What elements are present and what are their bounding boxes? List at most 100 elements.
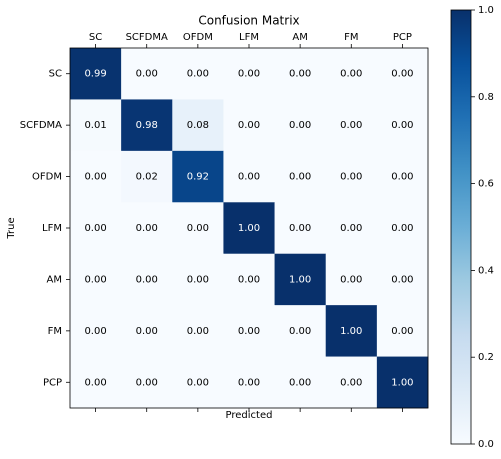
cell-label: 0.00	[136, 223, 158, 234]
colorbar	[450, 9, 472, 445]
cell	[274, 356, 327, 409]
x-tick-label: LFM	[239, 32, 259, 43]
y-tick-label: SC	[49, 69, 62, 80]
cell	[325, 253, 378, 306]
cell	[70, 202, 122, 255]
cell-label: 0.00	[187, 377, 209, 388]
cell-label: 1.00	[391, 377, 413, 388]
cell-label: 0.00	[187, 326, 209, 337]
cell	[172, 253, 224, 306]
cell-label: 0.08	[187, 120, 209, 131]
cell	[172, 99, 224, 152]
cell-label: 0.00	[391, 223, 413, 234]
cell-label: 0.00	[340, 120, 362, 131]
cell-label: 0.00	[238, 172, 260, 183]
cell-label: 0.00	[289, 223, 311, 234]
cell-label: 0.00	[187, 223, 209, 234]
colorbar-tick-label: 0.0	[478, 439, 494, 450]
y-tick-label: OFDM	[32, 172, 62, 183]
cell	[376, 253, 429, 306]
cell	[376, 99, 429, 152]
cell	[70, 150, 122, 203]
cell	[121, 48, 173, 100]
cell-label: 0.00	[238, 120, 260, 131]
cell-label: 0.00	[187, 274, 209, 285]
x-tick-label: SCFDMA	[126, 32, 168, 43]
cell	[172, 202, 224, 255]
cell	[376, 202, 429, 255]
cell	[376, 356, 429, 409]
cell	[121, 305, 173, 357]
cell-label: 0.00	[84, 377, 106, 388]
cell	[223, 253, 275, 306]
cell-label: 0.00	[289, 120, 311, 131]
cell-label: 0.00	[340, 223, 362, 234]
cell-label: 0.98	[136, 120, 158, 131]
cell	[223, 356, 275, 409]
cell	[172, 150, 224, 203]
y-tick-label: PCP	[43, 377, 62, 388]
x-tick-label: FM	[344, 32, 358, 43]
y-tick-label: FM	[48, 326, 62, 337]
cell-label: 0.00	[340, 377, 362, 388]
cell-label: 0.00	[340, 69, 362, 80]
cell-label: 0.00	[340, 274, 362, 285]
cell-label: 0.00	[391, 120, 413, 131]
cell	[121, 99, 173, 152]
cell-label: 0.00	[391, 274, 413, 285]
cell-label: 0.00	[340, 172, 362, 183]
cell-label: 0.92	[187, 172, 209, 183]
cell	[223, 48, 275, 100]
y-tick-label: AM	[47, 274, 62, 285]
cell	[121, 150, 173, 203]
cell	[376, 305, 429, 357]
cell	[325, 202, 378, 255]
cell-label: 1.00	[238, 223, 260, 234]
colorbar-tick-label: 0.4	[478, 265, 494, 276]
colorbar-tick-label: 0.8	[478, 92, 494, 103]
cell	[121, 253, 173, 306]
cell	[70, 99, 122, 152]
cell	[172, 356, 224, 409]
y-tick-label: SCFDMA	[20, 120, 62, 131]
cell-label: 0.00	[289, 326, 311, 337]
cell-label: 0.99	[84, 69, 106, 80]
cell-label: 0.00	[391, 172, 413, 183]
cell	[274, 305, 327, 357]
y-axis-label: True	[6, 217, 17, 239]
cell	[121, 202, 173, 255]
cell	[274, 48, 327, 100]
cell-label: 0.00	[136, 274, 158, 285]
cell	[325, 356, 378, 409]
x-tick-label: SC	[89, 32, 102, 43]
cell	[274, 253, 327, 306]
cell-label: 0.00	[238, 274, 260, 285]
cell-label: 1.00	[340, 326, 362, 337]
cell	[325, 305, 378, 357]
colorbar-tick-label: 0.6	[478, 179, 494, 190]
cell-label: 0.00	[391, 69, 413, 80]
cell	[376, 48, 429, 100]
cell-label: 1.00	[289, 274, 311, 285]
cell	[325, 150, 378, 203]
cell	[223, 150, 275, 203]
cell-label: 0.00	[187, 69, 209, 80]
x-axis-label: Predicted	[226, 410, 273, 421]
cell	[223, 305, 275, 357]
cell-label: 0.02	[136, 172, 158, 183]
cell	[70, 48, 122, 100]
colorbar-tick-label: 1.0	[478, 5, 494, 16]
x-tick-label: PCP	[393, 32, 412, 43]
cell-label: 0.00	[84, 223, 106, 234]
cell-label: 0.00	[84, 326, 106, 337]
x-tick-label: AM	[292, 32, 307, 43]
cell	[70, 356, 122, 409]
x-tick-label: OFDM	[183, 32, 213, 43]
cell-label: 0.00	[238, 377, 260, 388]
cell	[274, 99, 327, 152]
cell	[274, 150, 327, 203]
cell-label: 0.00	[238, 69, 260, 80]
cell-label: 0.00	[289, 172, 311, 183]
cell	[70, 305, 122, 357]
